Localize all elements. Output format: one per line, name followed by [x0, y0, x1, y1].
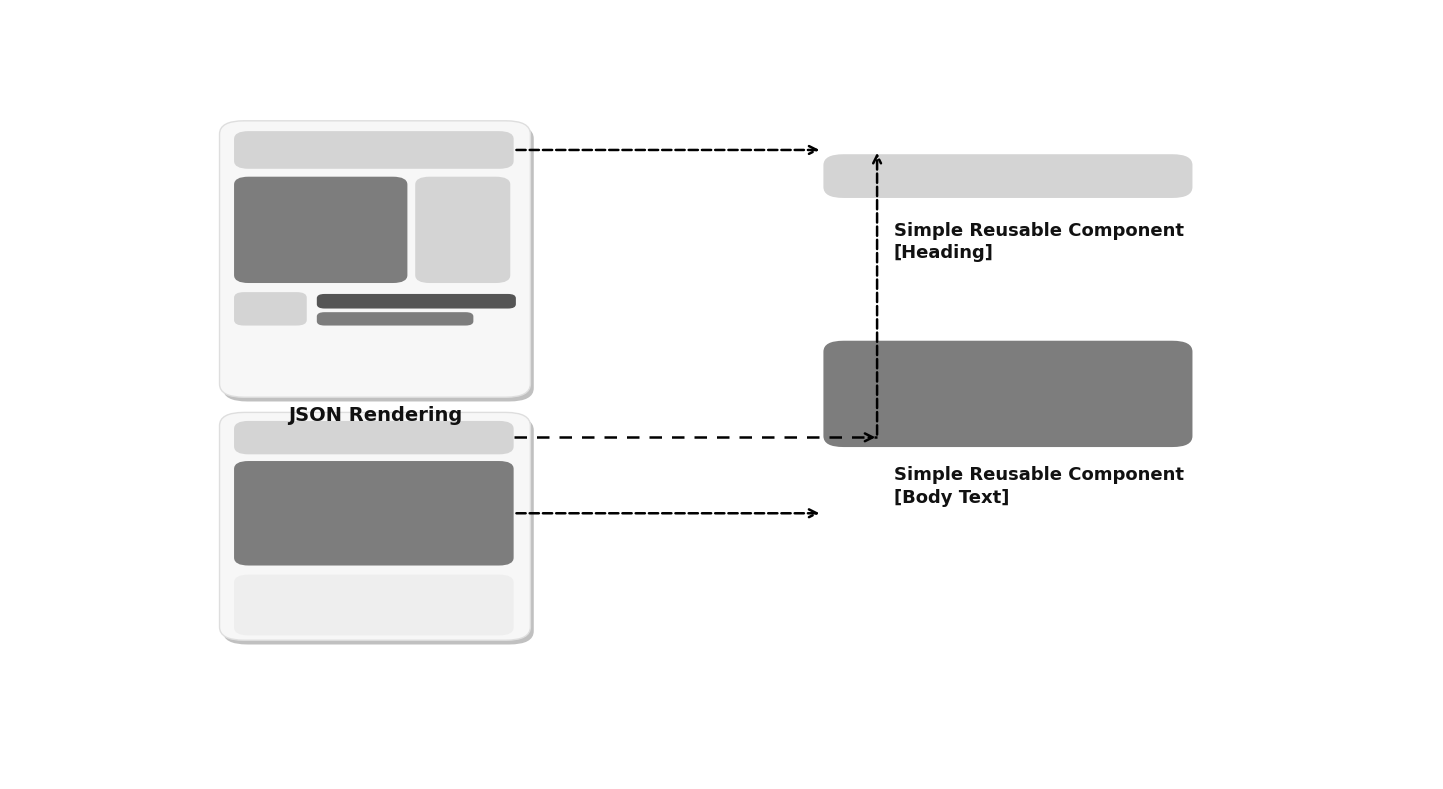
Text: JSON Rendering: JSON Rendering: [287, 406, 462, 425]
FancyBboxPatch shape: [219, 413, 531, 640]
FancyBboxPatch shape: [234, 421, 514, 454]
FancyBboxPatch shape: [222, 125, 534, 402]
FancyBboxPatch shape: [824, 341, 1192, 447]
Text: Simple Reusable Component
[Heading]: Simple Reusable Component [Heading]: [893, 222, 1183, 263]
FancyBboxPatch shape: [317, 294, 517, 308]
FancyBboxPatch shape: [824, 154, 1192, 198]
Text: Simple Reusable Component
[Body Text]: Simple Reusable Component [Body Text]: [893, 466, 1183, 507]
FancyBboxPatch shape: [416, 177, 511, 283]
FancyBboxPatch shape: [234, 131, 514, 169]
FancyBboxPatch shape: [222, 417, 534, 645]
FancyBboxPatch shape: [317, 312, 473, 326]
FancyBboxPatch shape: [234, 177, 407, 283]
FancyBboxPatch shape: [219, 121, 531, 397]
FancyBboxPatch shape: [234, 292, 307, 326]
FancyBboxPatch shape: [234, 461, 514, 566]
FancyBboxPatch shape: [234, 574, 514, 635]
